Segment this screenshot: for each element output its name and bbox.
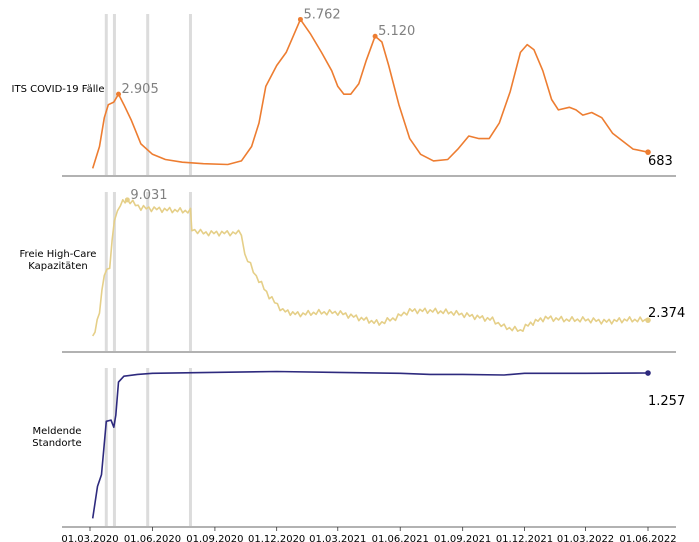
peak-label: 5.762 — [303, 7, 340, 22]
x-tick-label: 01.06.2022 — [619, 534, 676, 542]
peak-label: 2.905 — [122, 82, 159, 97]
panel-label-reporting-sites: Meldende Standorte — [32, 426, 82, 449]
panel-label-its-covid-cases: ITS COVID-19 Fälle — [11, 84, 105, 95]
end-label: 683 — [648, 154, 673, 169]
peak-marker — [372, 33, 378, 39]
end-marker — [645, 370, 651, 376]
end-marker — [645, 149, 651, 155]
x-tick-label: 01.12.2020 — [248, 534, 305, 542]
x-tick-label: 01.03.2021 — [309, 534, 366, 542]
peak-label: 5.120 — [378, 24, 415, 39]
panel-label-free-high-care: Freie High-Care Kapazitäten — [19, 249, 97, 272]
peak-marker — [297, 16, 303, 22]
peak-marker — [124, 197, 130, 203]
x-tick-label: 01.06.2020 — [124, 534, 181, 542]
series-line-3 — [91, 370, 649, 519]
series-line-1 — [91, 18, 649, 169]
x-tick-label: 01.03.2020 — [61, 534, 118, 542]
end-label: 1.257 — [648, 394, 685, 409]
x-tick-label: 01.03.2022 — [557, 534, 614, 542]
x-tick-label: 01.09.2020 — [186, 534, 243, 542]
peak-label: 9.031 — [130, 188, 167, 203]
series-line-2 — [92, 198, 649, 337]
end-label: 2.374 — [648, 306, 685, 321]
end-marker — [645, 317, 651, 323]
x-tick-label: 01.12.2021 — [496, 534, 553, 542]
peak-marker — [116, 91, 122, 97]
x-tick-label: 01.06.2021 — [372, 534, 429, 542]
x-tick-label: 01.09.2021 — [434, 534, 491, 542]
